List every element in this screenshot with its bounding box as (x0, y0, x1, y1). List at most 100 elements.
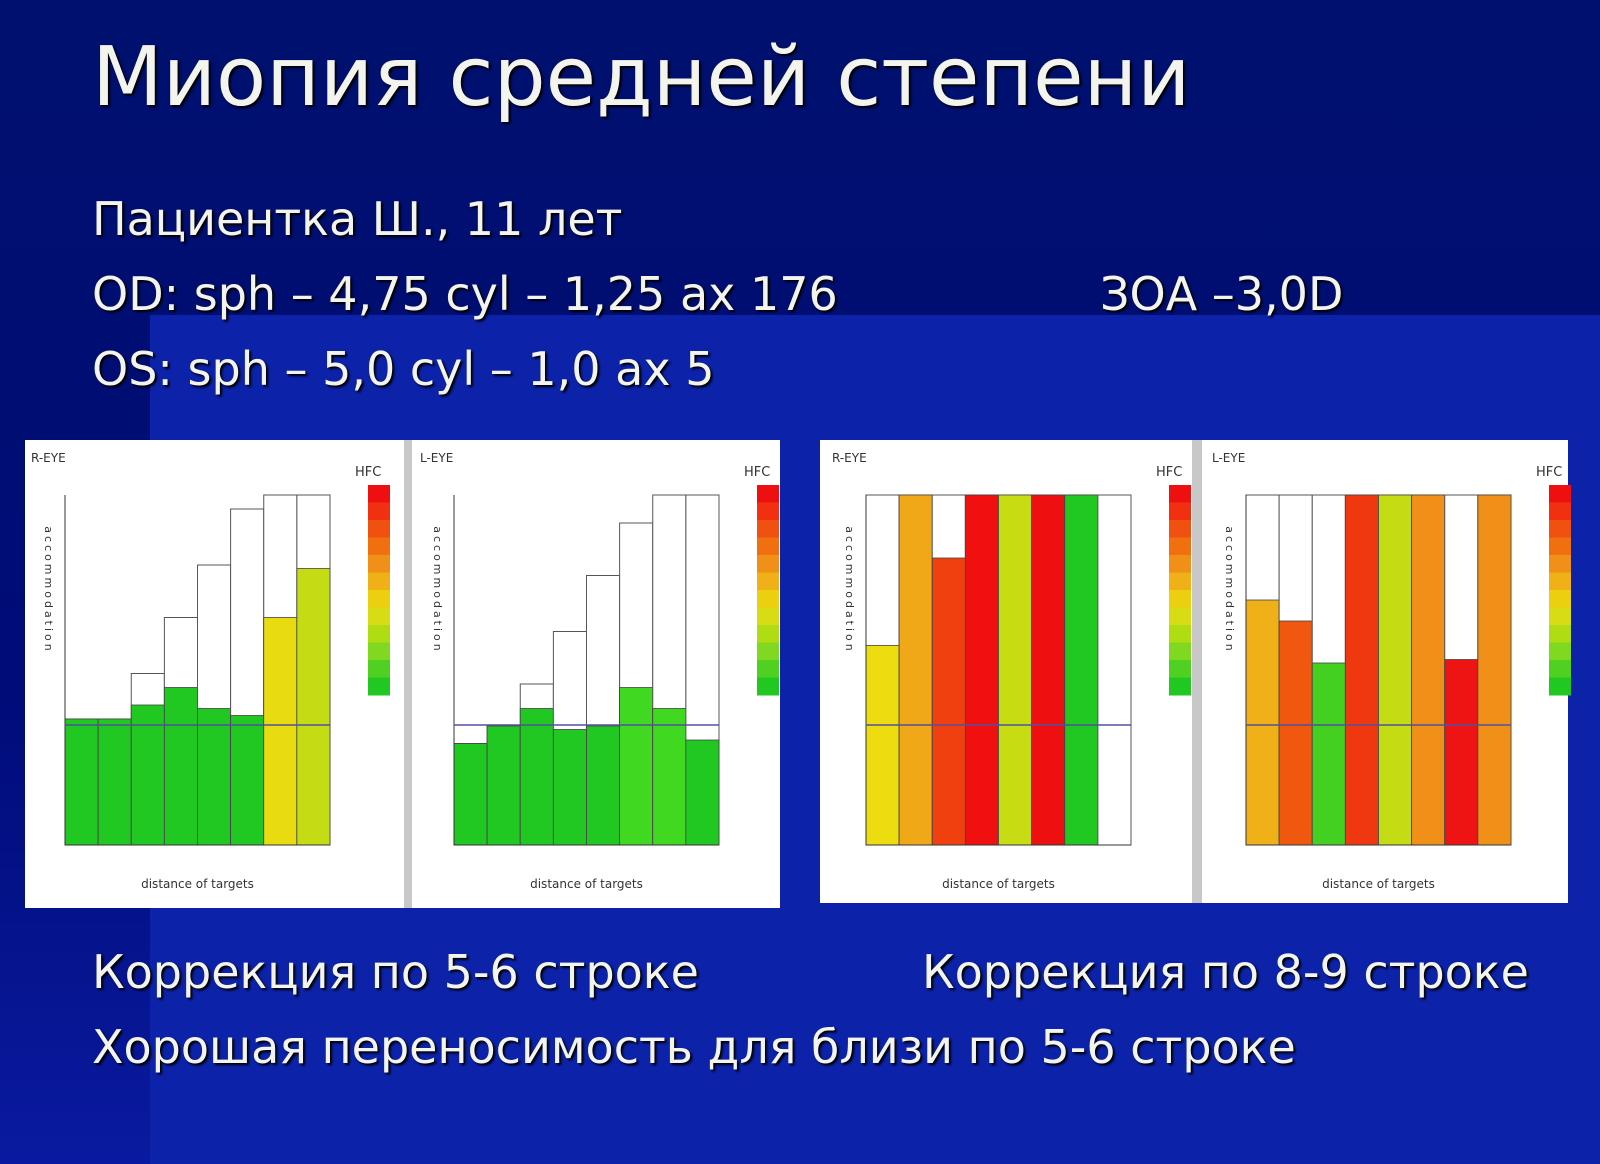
bar (1411, 494, 1446, 846)
title: Миопия средней степени (92, 30, 1191, 125)
bar (64, 718, 99, 846)
bar (263, 617, 298, 846)
bar (1311, 662, 1346, 846)
bar (1031, 494, 1066, 846)
bar (1064, 494, 1099, 846)
color-scale (757, 607, 779, 626)
divider (1192, 440, 1202, 903)
color-scale (368, 485, 390, 503)
color-scale (1549, 572, 1571, 591)
color-scale (368, 677, 390, 696)
color-scale (368, 590, 390, 608)
zoa: ЗОА –3,0D (1100, 267, 1344, 321)
x-axis-label: distance of targets (530, 877, 643, 891)
y-axis-label: accommodation (42, 526, 55, 654)
bar (163, 687, 198, 846)
scale-label: HFC (355, 465, 381, 480)
color-scale (1549, 642, 1571, 661)
y-axis-label: accommodation (843, 526, 856, 654)
bar (998, 494, 1033, 846)
scale-label: HFC (1156, 465, 1182, 480)
eye-label: L-EYE (420, 451, 453, 465)
bar (519, 708, 554, 846)
bar (964, 494, 999, 846)
color-scale (1549, 537, 1571, 556)
bar (197, 708, 232, 846)
y-axis-label: accommodation (431, 526, 444, 654)
bar (685, 739, 720, 846)
color-scale (1169, 502, 1191, 521)
color-scale (368, 572, 390, 591)
bar (296, 568, 331, 846)
color-scale (1549, 625, 1571, 643)
color-scale (757, 642, 779, 661)
x-axis-label: distance of targets (942, 877, 1055, 891)
color-scale (1169, 642, 1191, 661)
eye-label: R-EYE (31, 451, 66, 465)
divider (404, 440, 412, 908)
od-line: OD: sph – 4,75 cyl – 1,25 ax 176 (92, 267, 838, 321)
y-axis-label: accommodation (1223, 526, 1236, 654)
color-scale (1169, 572, 1191, 591)
bar (865, 645, 900, 846)
bar (1278, 620, 1313, 846)
color-scale (757, 537, 779, 556)
color-scale (757, 590, 779, 608)
color-scale (1169, 625, 1191, 643)
color-scale (1549, 555, 1571, 573)
bar (130, 704, 165, 846)
color-scale (368, 555, 390, 573)
bar (552, 729, 587, 846)
color-scale (1169, 590, 1191, 608)
color-scale (1549, 607, 1571, 626)
color-scale (757, 555, 779, 573)
color-scale (757, 625, 779, 643)
color-scale (1549, 485, 1571, 503)
caption: Хорошая переносимость для близи по 5-6 с… (92, 1020, 1296, 1074)
bar (1378, 494, 1413, 846)
caption: Коррекция по 5-6 строке (92, 945, 699, 999)
eye-label: L-EYE (1212, 451, 1245, 465)
color-scale (1169, 485, 1191, 503)
x-axis-label: distance of targets (141, 877, 254, 891)
bar (931, 557, 966, 846)
bar (586, 725, 621, 846)
bar (486, 725, 521, 846)
bar (230, 715, 265, 846)
color-scale (368, 660, 390, 678)
bar (898, 494, 933, 846)
color-scale (1169, 555, 1191, 573)
range-bar (1097, 494, 1132, 846)
color-scale (1169, 677, 1191, 696)
color-scale (1549, 502, 1571, 521)
color-scale (1549, 677, 1571, 696)
bar (619, 687, 654, 846)
color-scale (368, 642, 390, 661)
color-scale (368, 502, 390, 521)
caption: Коррекция по 8-9 строке (922, 945, 1529, 999)
bar (1477, 494, 1512, 846)
bar (453, 743, 488, 846)
color-scale (1169, 660, 1191, 678)
eye-label: R-EYE (832, 451, 867, 465)
color-scale (1169, 537, 1191, 556)
color-scale (1549, 520, 1571, 538)
color-scale (368, 537, 390, 556)
color-scale (757, 502, 779, 521)
color-scale (757, 485, 779, 503)
color-scale (1549, 660, 1571, 678)
color-scale (368, 607, 390, 626)
color-scale (368, 625, 390, 643)
os-line: OS: sph – 5,0 cyl – 1,0 ax 5 (92, 342, 715, 396)
bar (1444, 659, 1479, 846)
color-scale (757, 660, 779, 678)
bar (97, 718, 132, 846)
color-scale (368, 520, 390, 538)
bar (652, 708, 687, 846)
color-scale (757, 677, 779, 696)
color-scale (757, 520, 779, 538)
scale-label: HFC (1536, 465, 1562, 480)
patient-line: Пациентка Ш., 11 лет (92, 192, 623, 246)
